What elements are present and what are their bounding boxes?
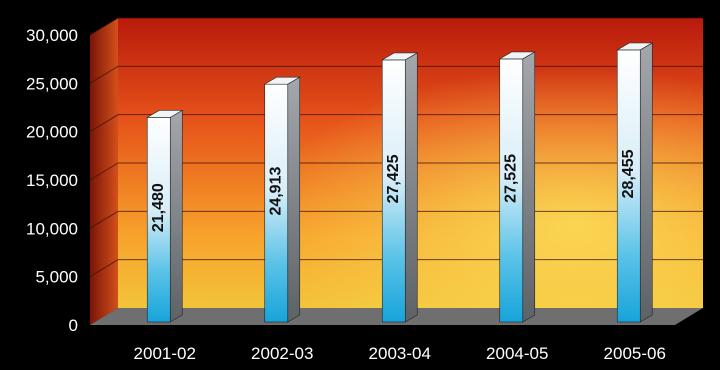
bar-value-label: 21,480 [150, 183, 167, 232]
bar: 24,913 [263, 76, 301, 323]
bar-value-label: 27,425 [385, 154, 402, 203]
bar: 28,455 [616, 42, 654, 323]
bar-top [146, 110, 184, 118]
x-tick-label: 2001-02 [134, 344, 196, 363]
bar-side [169, 109, 183, 323]
y-tick-label: 20,000 [26, 123, 78, 142]
bar-side [639, 42, 653, 323]
x-tick-label: 2003-04 [369, 344, 431, 363]
y-tick-label: 0 [69, 316, 78, 335]
bar-side [404, 52, 418, 323]
gridline [89, 17, 703, 36]
y-axis-tick-labels: 0 5,000 10,000 15,000 20,000 25,000 30,000 [26, 26, 78, 335]
bar-top [381, 52, 419, 61]
x-tick-label: 2002-03 [251, 344, 313, 363]
bar-value-label: 24,913 [268, 167, 285, 216]
bar-top [498, 51, 536, 60]
y-tick-label: 25,000 [26, 74, 78, 93]
bar-top [263, 76, 301, 85]
bar-top [616, 42, 654, 51]
y-tick-label: 30,000 [26, 26, 78, 45]
x-tick-label: 2004-05 [486, 344, 548, 363]
y-tick-label: 5,000 [35, 268, 78, 287]
bar: 27,425 [381, 52, 419, 323]
bar: 27,525 [498, 51, 536, 323]
bar-value-label: 27,525 [503, 154, 520, 203]
bar-side [287, 76, 301, 323]
bar-value-label: 28,455 [620, 149, 637, 198]
x-axis-tick-labels: 2001-02 2002-03 2003-04 2004-05 2005-06 [134, 344, 666, 363]
bar: 21,480 [146, 109, 184, 323]
bar-side [522, 51, 536, 323]
y-tick-label: 10,000 [26, 219, 78, 238]
bars: 21,480 24,913 27,425 27,525 28,455 [146, 42, 654, 323]
y-tick-label: 15,000 [26, 171, 78, 190]
x-tick-label: 2005-06 [604, 344, 666, 363]
